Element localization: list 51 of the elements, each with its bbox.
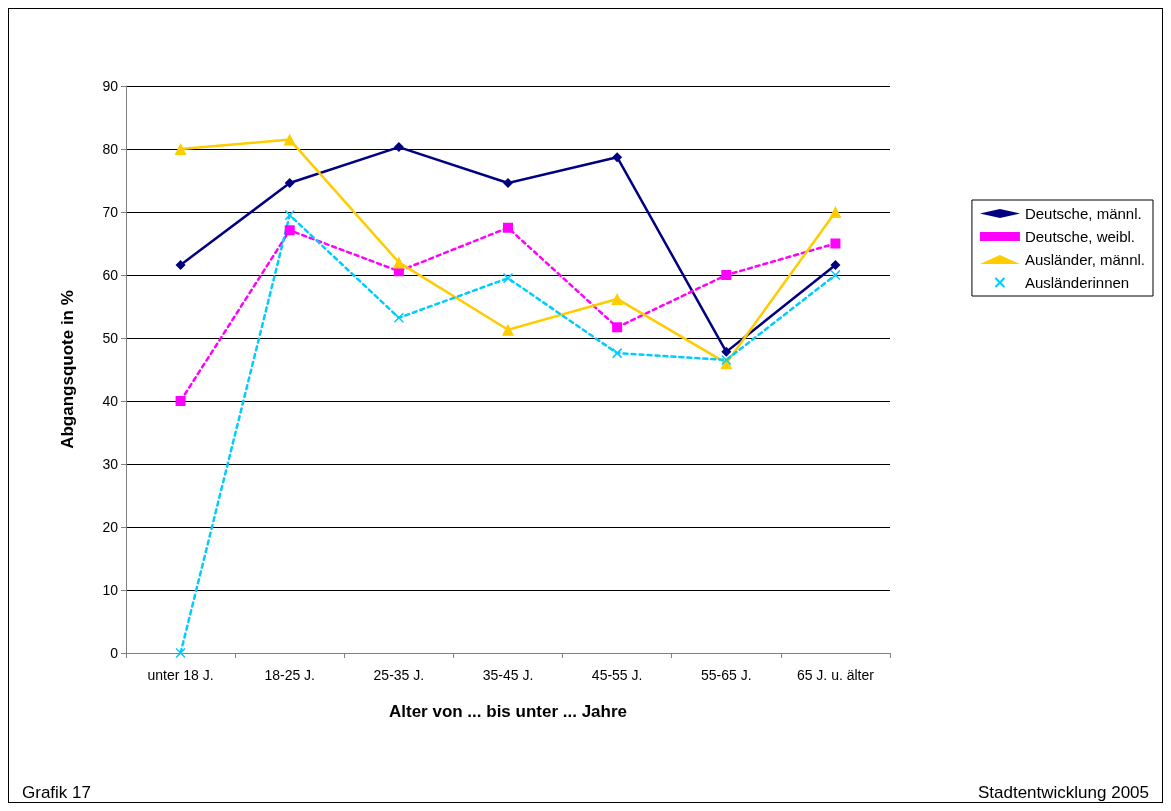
point — [283, 133, 296, 146]
point — [393, 142, 404, 153]
point — [174, 143, 187, 155]
point — [830, 259, 841, 270]
text: Stadtentwicklung 2005 — [977, 783, 1149, 803]
x-tick-label: 45-55 J. — [591, 667, 643, 683]
point — [393, 312, 405, 324]
y-tick-label: 70 — [102, 204, 119, 220]
y-tick-label: 0 — [110, 645, 119, 661]
point — [829, 206, 842, 218]
point — [503, 178, 513, 189]
point — [392, 256, 405, 269]
point — [284, 178, 295, 189]
y-tick-label: 20 — [102, 519, 119, 535]
x-axis-title: Alter von ... bis unter ... Jahre — [388, 702, 628, 721]
y-tick-label: 90 — [102, 78, 119, 94]
legend-label: Ausländer, männl. — [1024, 251, 1145, 268]
point — [612, 322, 623, 333]
y-tick-label: 50 — [102, 330, 119, 346]
point — [721, 346, 732, 357]
point — [721, 270, 732, 280]
point — [284, 209, 295, 221]
y-tick-label: 40 — [102, 393, 119, 409]
legend-label: Deutsche, weibl. — [1024, 228, 1135, 245]
x-tick-label: 35-45 J. — [482, 667, 534, 683]
text: Grafik 17 — [22, 783, 91, 803]
point — [830, 269, 841, 281]
x-tick-label: 65 J. u. älter — [796, 667, 875, 683]
legend-label: Deutsche, männl. — [1024, 205, 1142, 222]
y-tick-label: 30 — [102, 456, 119, 472]
x-tick-label: unter 18 J. — [147, 667, 214, 683]
point — [611, 347, 623, 359]
point — [502, 323, 514, 336]
point — [175, 647, 186, 659]
point — [175, 259, 186, 270]
legend-label: Ausländerinnen — [1024, 274, 1130, 291]
point — [284, 225, 295, 236]
y-tick-label: 60 — [102, 267, 119, 283]
point — [175, 396, 186, 406]
point — [503, 222, 513, 233]
point — [721, 354, 732, 366]
x-tick-label: 55-65 J. — [700, 667, 752, 683]
y-axis-title: Abgangsquote in % — [58, 290, 77, 449]
y-tick-label: 10 — [102, 582, 119, 598]
x-tick-label: 18-25 J. — [264, 667, 316, 683]
point — [830, 238, 841, 249]
point — [611, 292, 624, 305]
x-tick-label: 25-35 J. — [373, 667, 425, 683]
y-tick-label: 80 — [102, 141, 119, 157]
point — [612, 152, 623, 163]
point — [502, 272, 514, 284]
